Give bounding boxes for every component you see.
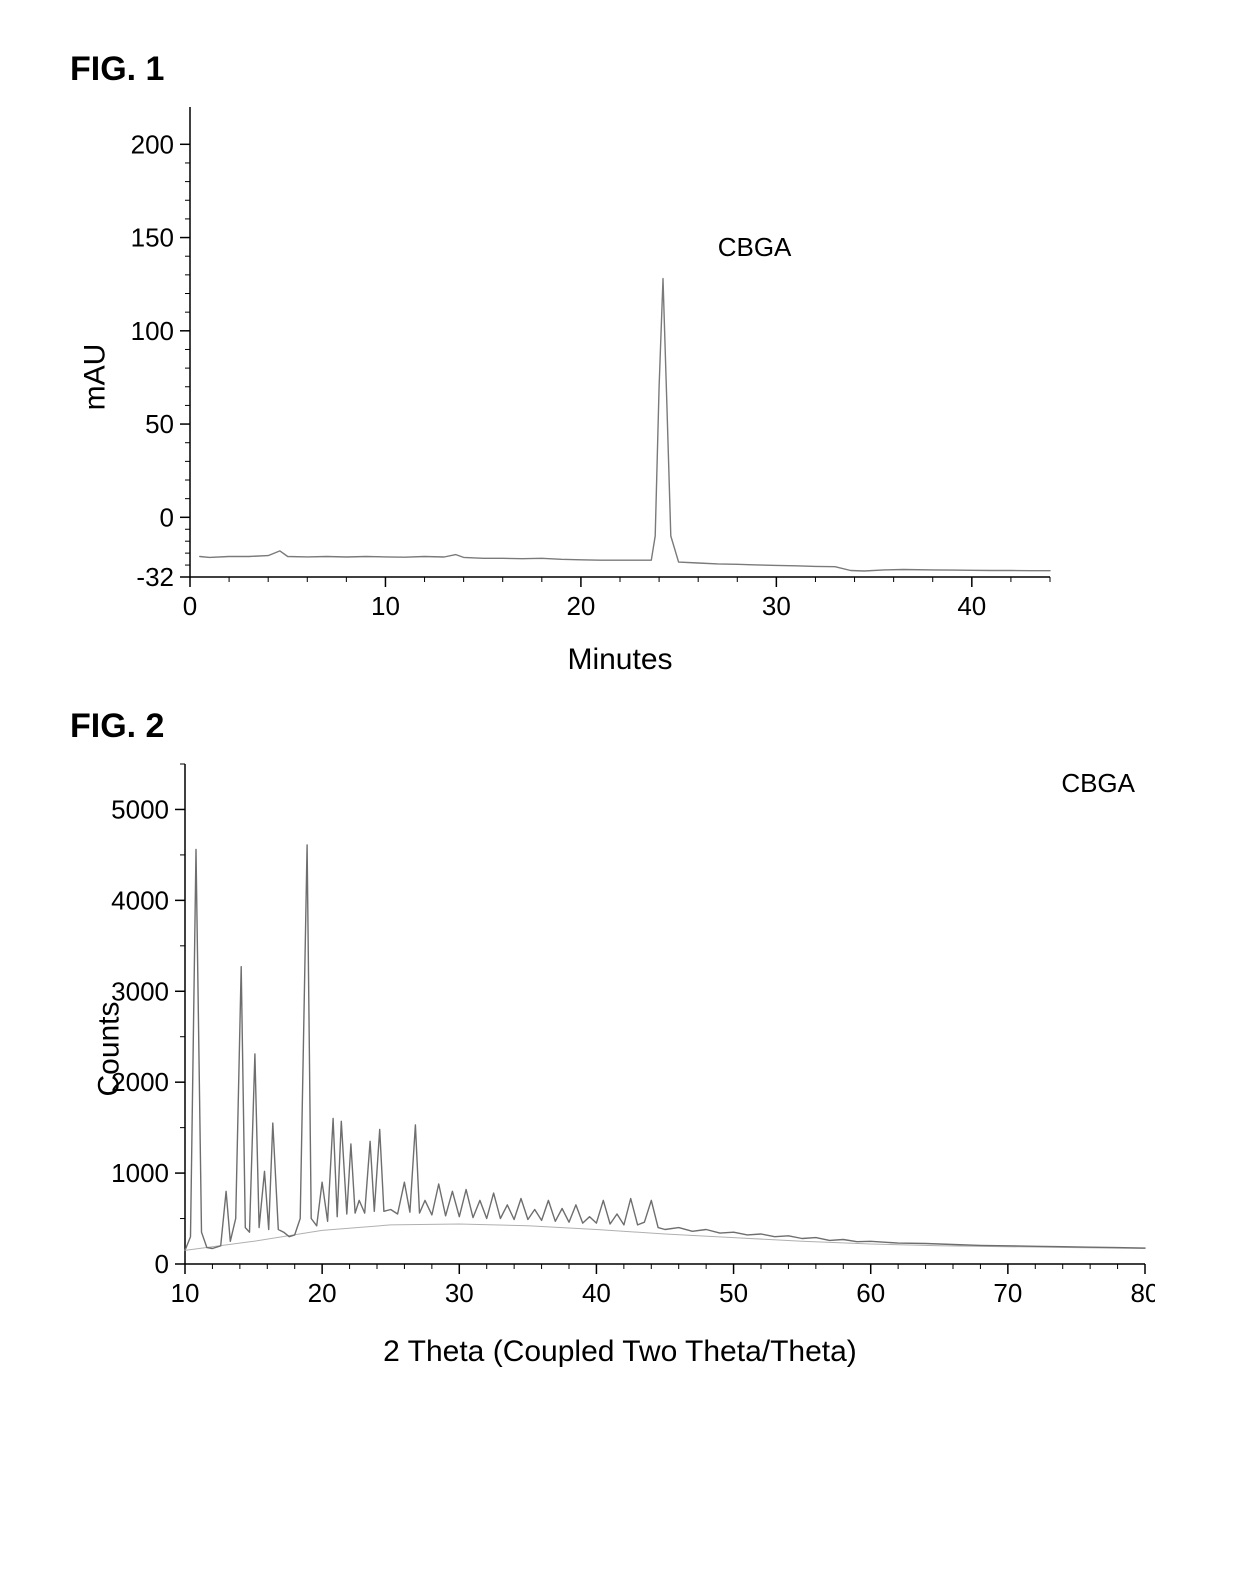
svg-text:1000: 1000 (111, 1158, 169, 1188)
svg-text:0: 0 (155, 1249, 169, 1279)
fig2-svg: 1020304050607080010002000300040005000CBG… (70, 754, 1155, 1329)
fig2-title: FIG. 2 (70, 707, 1170, 746)
svg-text:150: 150 (131, 223, 174, 253)
svg-text:20: 20 (566, 591, 595, 621)
svg-text:10: 10 (171, 1278, 200, 1308)
svg-text:40: 40 (957, 591, 986, 621)
svg-text:60: 60 (856, 1278, 885, 1308)
svg-text:40: 40 (582, 1278, 611, 1308)
svg-text:30: 30 (762, 591, 791, 621)
svg-text:80: 80 (1131, 1278, 1155, 1308)
fig2-ylabel: Counts (93, 1001, 127, 1096)
fig1-chart: mAU 010203040-32050100150200CBGA Minutes (70, 97, 1170, 657)
svg-text:30: 30 (445, 1278, 474, 1308)
svg-text:50: 50 (145, 409, 174, 439)
svg-text:CBGA: CBGA (1061, 768, 1135, 798)
fig1-xlabel: Minutes (70, 643, 1170, 677)
fig1-title: FIG. 1 (70, 50, 1170, 89)
svg-text:0: 0 (183, 591, 197, 621)
fig1-svg: 0 10 20 30 40 -32 0 50 100 150 200 CBGA (70, 97, 1060, 637)
svg-text:10: 10 (371, 591, 400, 621)
svg-text:CBGA: CBGA (718, 232, 792, 262)
svg-text:50: 50 (719, 1278, 748, 1308)
svg-text:100: 100 (131, 316, 174, 346)
svg-text:-32: -32 (136, 562, 174, 592)
svg-text:4000: 4000 (111, 885, 169, 915)
svg-text:5000: 5000 (111, 794, 169, 824)
svg-text:70: 70 (993, 1278, 1022, 1308)
svg-text:20: 20 (308, 1278, 337, 1308)
fig2-chart: Counts 102030405060708001000200030004000… (70, 754, 1170, 1344)
fig1-ylabel: mAU (78, 344, 112, 411)
svg-text:200: 200 (131, 129, 174, 159)
svg-text:0: 0 (160, 502, 174, 532)
fig2-xlabel: 2 Theta (Coupled Two Theta/Theta) (70, 1335, 1170, 1369)
